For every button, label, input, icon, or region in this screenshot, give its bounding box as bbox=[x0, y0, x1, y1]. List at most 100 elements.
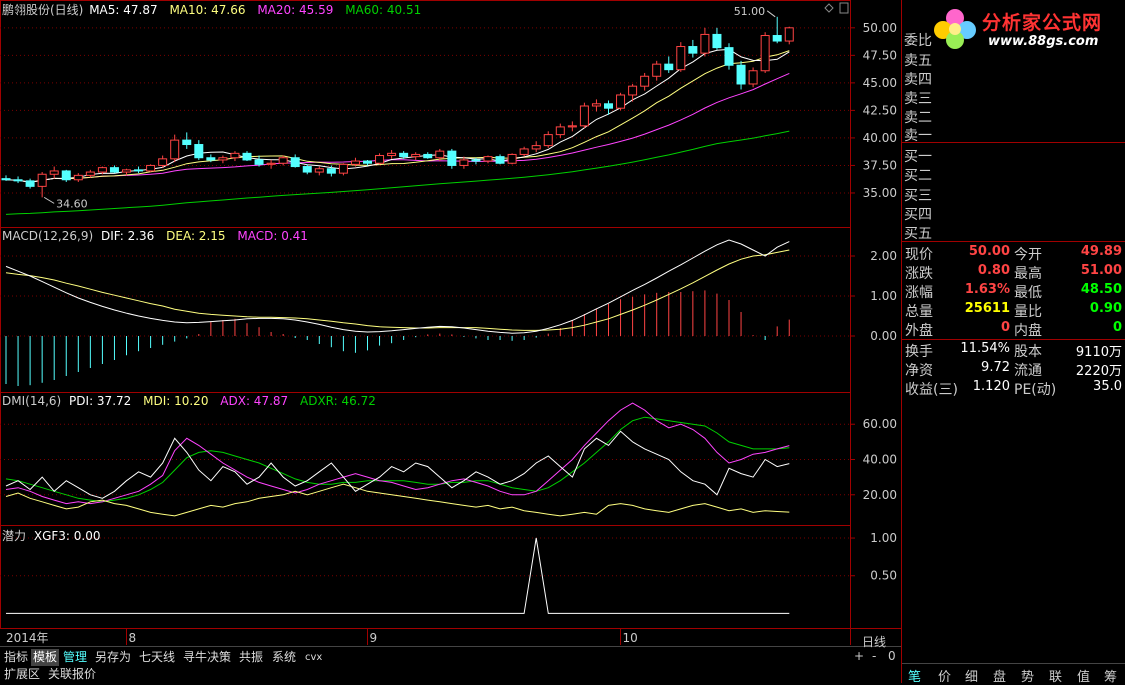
weibi-label: 委比 bbox=[904, 33, 932, 49]
candle-body bbox=[326, 168, 336, 174]
xgf3-tick-label: 1.00 bbox=[870, 531, 897, 545]
candle-body bbox=[736, 64, 746, 85]
rtab-price[interactable]: 价 bbox=[938, 670, 952, 685]
candle-body bbox=[363, 160, 372, 164]
candle-body bbox=[604, 103, 613, 109]
candle-body bbox=[712, 33, 722, 49]
rtab-link[interactable]: 联 bbox=[1049, 670, 1063, 685]
candle-body bbox=[350, 160, 360, 165]
quote-value: 0.90 bbox=[1089, 301, 1122, 316]
logo: 分析家公式网 www.88gs.com bbox=[930, 4, 1125, 52]
flower-logo-icon bbox=[934, 9, 976, 49]
candle-body bbox=[375, 155, 385, 164]
pdi-readout: PDI: 37.72 bbox=[69, 394, 132, 408]
quote-value: 1.120 bbox=[972, 379, 1010, 394]
rtab-chips[interactable]: 筹 bbox=[1104, 670, 1118, 685]
candle-body bbox=[61, 170, 71, 181]
candle-body bbox=[652, 63, 662, 77]
candle-body bbox=[338, 163, 348, 174]
price-tick-label: 40.00 bbox=[863, 131, 897, 145]
dmi-title: DMI(14,6) bbox=[2, 394, 62, 408]
tab-template[interactable]: 模板 bbox=[31, 649, 60, 666]
candle-body bbox=[97, 167, 107, 173]
tab-bull-decision[interactable]: 寻牛决策 bbox=[183, 650, 232, 664]
xgf3-readout: XGF3: 0.00 bbox=[33, 529, 101, 543]
quote-label: 内盘 bbox=[1014, 323, 1042, 339]
rtab-trend[interactable]: 势 bbox=[1021, 670, 1035, 685]
tab-save-as[interactable]: 另存为 bbox=[95, 650, 132, 664]
candle-body bbox=[531, 145, 541, 150]
buy-1-label: 买一 bbox=[904, 149, 932, 165]
buy-2-label: 买二 bbox=[904, 168, 932, 184]
price-tick-label: 42.50 bbox=[863, 103, 897, 117]
price-annotation: 51.00 bbox=[734, 5, 766, 18]
quote-row-pct: 涨幅 1.63% 最低 48.50 bbox=[902, 282, 1125, 302]
quote-label: 今开 bbox=[1014, 247, 1042, 263]
tab-manage[interactable]: 管理 bbox=[63, 650, 88, 664]
quote-value: 1.63% bbox=[964, 282, 1010, 297]
rtab-value[interactable]: 值 bbox=[1077, 670, 1091, 685]
quote-label: 股本 bbox=[1014, 344, 1042, 360]
tab-indicator[interactable]: 指标 bbox=[4, 650, 29, 664]
adxr-line bbox=[5, 416, 790, 503]
candle-body bbox=[399, 152, 409, 158]
ma60-line bbox=[5, 130, 790, 215]
ma60-readout: MA60: 40.51 bbox=[345, 3, 422, 17]
candle-body bbox=[423, 153, 433, 159]
buy-3-label: 买三 bbox=[904, 188, 932, 204]
candle-body bbox=[688, 46, 698, 54]
quote-row-turnover: 换手 11.54% 股本 9110万 bbox=[902, 341, 1125, 361]
annotation-arrow bbox=[43, 196, 55, 204]
quote-value: 50.00 bbox=[968, 244, 1010, 259]
candle-body bbox=[73, 174, 83, 181]
rtab-trades[interactable]: 笔 bbox=[908, 670, 922, 685]
candle-body bbox=[290, 157, 300, 168]
quote-label: 收益(三) bbox=[905, 382, 958, 398]
candle-body bbox=[495, 156, 505, 164]
annotation-arrow bbox=[766, 10, 776, 18]
tab-resonance[interactable]: 共振 bbox=[239, 650, 264, 664]
ma10-readout: MA10: 47.66 bbox=[169, 3, 246, 17]
reset-button[interactable]: 0 bbox=[888, 649, 896, 663]
tab-related-quote[interactable]: 关联报价 bbox=[48, 667, 97, 681]
zoom-in-button[interactable]: + bbox=[854, 649, 865, 663]
quote-row-volume: 总量 25611 量比 0.90 bbox=[902, 301, 1125, 321]
dmi-tick-label: 20.00 bbox=[863, 488, 897, 502]
price-tick-label: 45.00 bbox=[863, 76, 897, 90]
candle-body bbox=[218, 157, 228, 161]
candle-body bbox=[628, 85, 638, 96]
dea-line bbox=[5, 249, 790, 331]
quote-row-price: 现价 50.00 今开 49.89 bbox=[902, 244, 1125, 264]
rtab-book[interactable]: 盘 bbox=[993, 670, 1007, 685]
zoom-out-button[interactable]: - bbox=[872, 649, 877, 663]
candle-body bbox=[507, 153, 517, 164]
price-tick-label: 50.00 bbox=[863, 21, 897, 35]
tab-seven-day-line[interactable]: 七天线 bbox=[139, 650, 176, 664]
tab-cvx[interactable]: cvx bbox=[305, 652, 323, 663]
candle-body bbox=[37, 173, 47, 187]
tab-expand-area[interactable]: 扩展区 bbox=[4, 667, 41, 681]
candle-body bbox=[591, 103, 601, 107]
ma20-readout: MA20: 45.59 bbox=[257, 3, 334, 17]
adx-readout: ADX: 47.87 bbox=[220, 394, 289, 408]
x-tick-label: 10 bbox=[623, 631, 638, 645]
dif-line bbox=[5, 239, 790, 334]
quote-value: 48.50 bbox=[1080, 282, 1122, 297]
adx-line bbox=[5, 402, 790, 505]
candle-body bbox=[616, 94, 626, 109]
quote-value: 0 bbox=[1000, 320, 1010, 335]
tab-system[interactable]: 系统 bbox=[272, 650, 297, 664]
main-panel-title: 鹏翎股份(日线) MA5: 47.87 MA10: 47.66 MA20: 45… bbox=[2, 1, 429, 18]
mdi-line bbox=[5, 483, 790, 517]
candle-body bbox=[567, 125, 577, 128]
rtab-detail[interactable]: 细 bbox=[965, 670, 979, 685]
price-tick-label: 47.50 bbox=[863, 48, 897, 62]
sell-3-label: 卖三 bbox=[904, 91, 932, 107]
square-icon bbox=[839, 2, 849, 14]
x-tick-label: 2014年 bbox=[6, 631, 49, 645]
period-label[interactable]: 日线 bbox=[862, 635, 887, 649]
candle-body bbox=[664, 63, 674, 71]
macd-tick-label: 1.00 bbox=[870, 289, 897, 303]
dif-readout: DIF: 2.36 bbox=[100, 229, 155, 243]
